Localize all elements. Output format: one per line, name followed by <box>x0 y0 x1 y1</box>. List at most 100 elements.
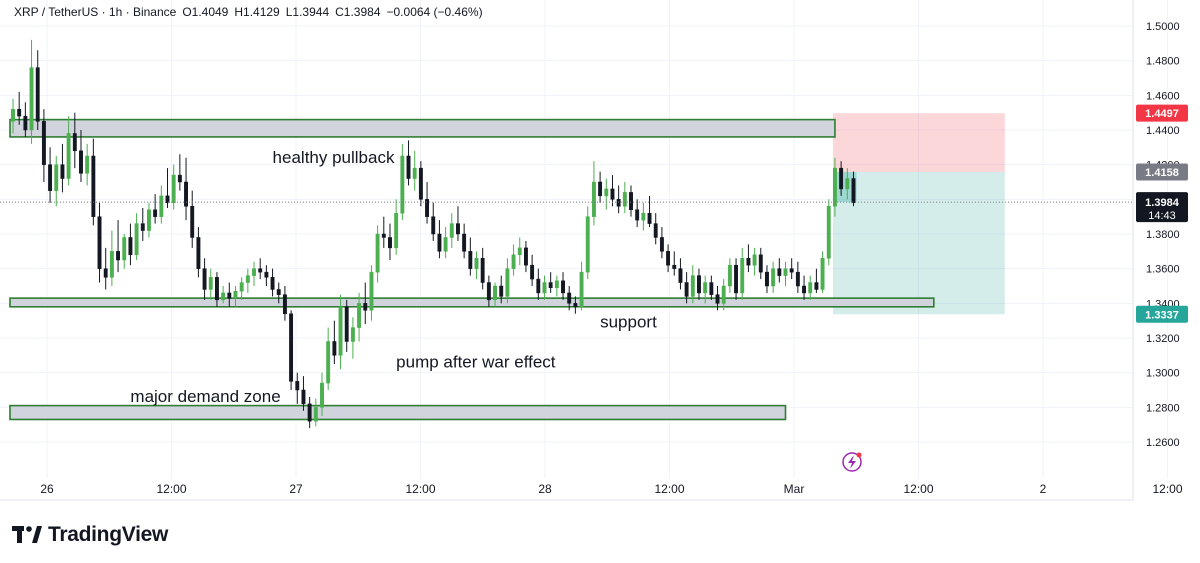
stop-loss-area <box>832 113 1005 172</box>
resistance-zone <box>9 118 836 138</box>
candle-body <box>270 277 275 290</box>
symbol-label[interactable]: XRP / TetherUS · 1h · Binance <box>14 5 177 19</box>
candle-body <box>66 133 71 179</box>
x-tick-label: 12:00 <box>1152 482 1182 496</box>
candle-body <box>147 209 151 231</box>
candle-body <box>295 381 300 391</box>
candle-body <box>734 264 739 294</box>
candle-body <box>17 108 22 117</box>
candle-body <box>116 251 121 261</box>
candle-body <box>493 285 497 301</box>
x-tick-label: 12:00 <box>903 482 933 496</box>
candle-body <box>678 268 683 283</box>
candle-body <box>134 223 139 256</box>
candle-body <box>425 199 430 217</box>
candle-body <box>845 178 850 190</box>
candle-body <box>561 280 565 294</box>
candle-body <box>839 167 844 190</box>
candle-body <box>91 155 96 217</box>
y-tick-label: 1.4400 <box>1146 125 1180 137</box>
last-price-tag: 1.3984 <box>1145 197 1180 209</box>
candle-body <box>641 212 646 221</box>
chart-annotation: pump after war effect <box>396 352 556 371</box>
lightning-icon[interactable] <box>842 452 862 472</box>
candle-body <box>72 133 77 152</box>
candle-body <box>629 192 633 210</box>
candle-body <box>276 289 281 295</box>
candle-body <box>35 67 40 122</box>
candle-body <box>388 237 392 249</box>
candle-body <box>400 155 405 214</box>
candle-body <box>610 188 615 200</box>
candle-body <box>23 115 28 131</box>
chart-header: XRP / TetherUS · 1h · Binance O1.4049 H1.4… <box>14 5 489 19</box>
candle-body <box>703 282 708 294</box>
candle-body <box>258 268 263 273</box>
candle-body <box>190 206 195 238</box>
chart-annotation: healthy pullback <box>273 148 395 167</box>
tradingview-icon <box>12 526 42 543</box>
candle-body <box>740 258 745 294</box>
candle-body <box>313 407 318 422</box>
tradingview-logo[interactable]: TradingView <box>12 520 168 550</box>
candle-body <box>647 212 652 224</box>
x-tick-label: 27 <box>289 482 303 496</box>
candle-body <box>221 292 226 301</box>
candle-body <box>536 278 541 294</box>
y-tick-label: 1.2800 <box>1146 402 1180 414</box>
candle-body <box>48 164 53 191</box>
candle-body <box>832 167 837 207</box>
target-price-tag-bg <box>1136 305 1188 323</box>
entry-price-tag: 1.4158 <box>1145 167 1179 179</box>
y-tick-label: 1.4800 <box>1146 56 1180 68</box>
candle-body <box>554 280 559 288</box>
candle-body <box>350 327 355 342</box>
candle-body <box>431 216 436 235</box>
candle-body <box>530 264 535 280</box>
candle-body <box>214 277 219 301</box>
x-tick-label: Mar <box>784 482 805 496</box>
candle-body <box>60 164 65 179</box>
candle-body <box>320 382 324 408</box>
entry-price-tag-bg <box>1136 163 1188 181</box>
candle-body <box>709 282 714 295</box>
candle-body <box>721 285 726 304</box>
candle-body <box>758 254 763 273</box>
candle-body <box>252 268 256 276</box>
candle-body <box>604 188 609 197</box>
candle-body <box>808 282 813 294</box>
candle-body <box>282 294 287 314</box>
candle-body <box>771 268 776 287</box>
candle-body <box>468 251 473 269</box>
y-tick-label: 1.3000 <box>1146 368 1180 380</box>
candle-body <box>752 254 757 266</box>
last-price-tag-bg <box>1136 192 1188 223</box>
candle-body <box>585 216 590 273</box>
candle-body <box>196 237 201 269</box>
candle-body <box>480 258 485 283</box>
candle-body <box>239 282 244 292</box>
candle-body <box>233 290 238 299</box>
countdown-label: 14:43 <box>1148 210 1176 222</box>
candle-body <box>289 313 294 382</box>
candle-body <box>11 108 15 122</box>
candle-body <box>598 181 603 197</box>
high-value: H1.4129 <box>234 5 280 19</box>
candle-body <box>245 275 250 283</box>
candle-body <box>97 216 102 269</box>
candle-body <box>802 285 806 294</box>
x-tick-label: 26 <box>40 482 54 496</box>
candle-body <box>363 303 368 311</box>
candle-body <box>381 233 386 238</box>
candle-body <box>171 174 176 204</box>
y-tick-label: 1.3600 <box>1146 264 1180 276</box>
candle-body <box>548 282 553 288</box>
brand-name: TradingView <box>48 523 169 546</box>
y-tick-label: 1.4600 <box>1146 90 1180 102</box>
candle-body <box>326 341 331 384</box>
candle-body <box>474 258 479 269</box>
candle-body <box>41 121 46 165</box>
candle-body <box>208 277 213 290</box>
candle-body <box>715 294 720 304</box>
